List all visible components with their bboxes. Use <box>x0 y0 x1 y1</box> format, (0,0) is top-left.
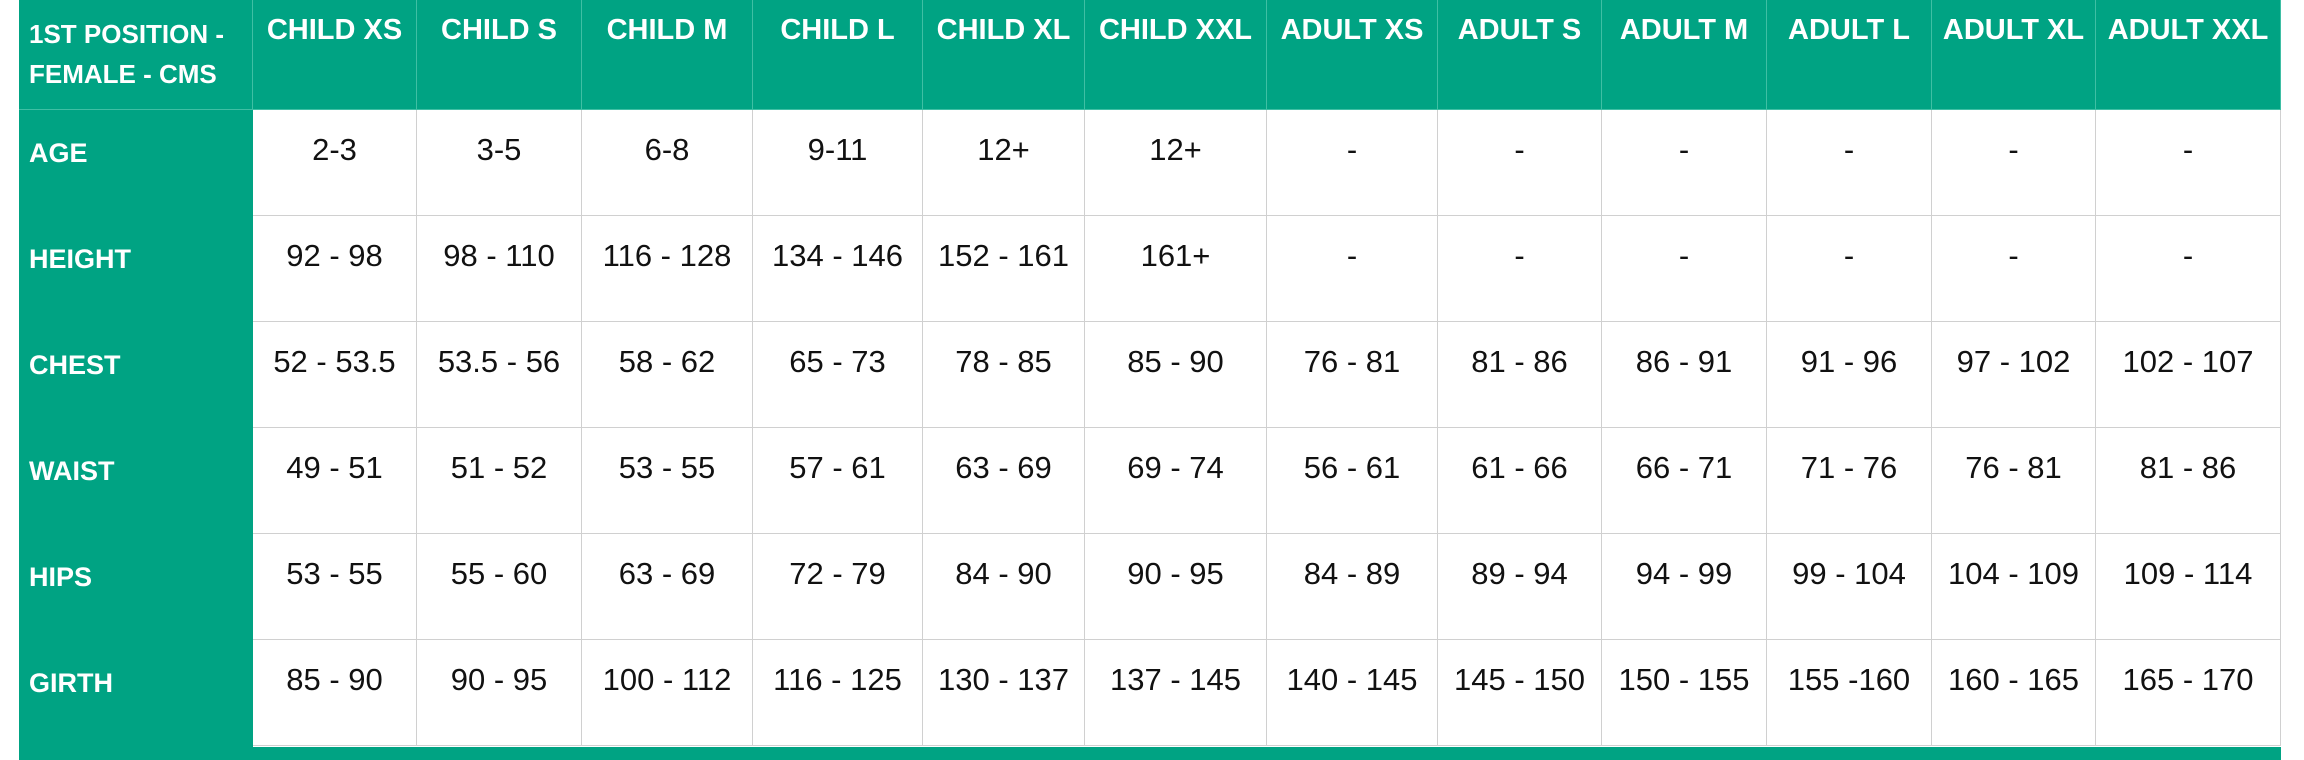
table-cell: 63 - 69 <box>582 534 753 640</box>
table-cell: 84 - 90 <box>923 534 1085 640</box>
table-cell: 56 - 61 <box>1267 428 1438 534</box>
table-cell: 61 - 66 <box>1438 428 1602 534</box>
table-cell: 81 - 86 <box>1438 322 1602 428</box>
table-cell: - <box>1932 216 2096 322</box>
row-label: CHEST <box>19 322 253 428</box>
table-cell: 116 - 128 <box>582 216 753 322</box>
column-header: ADULT XL <box>1932 0 2096 110</box>
table-cell: 155 -160 <box>1767 640 1932 746</box>
table-cell: 92 - 98 <box>253 216 417 322</box>
table-cell: 78 - 85 <box>923 322 1085 428</box>
table-cell: 49 - 51 <box>253 428 417 534</box>
table-cell: 58 - 62 <box>582 322 753 428</box>
table-cell: 84 - 89 <box>1267 534 1438 640</box>
table-cell: 69 - 74 <box>1085 428 1267 534</box>
table-cell: 52 - 53.5 <box>253 322 417 428</box>
table-cell: 12+ <box>923 110 1085 216</box>
table-cell: 137 - 145 <box>1085 640 1267 746</box>
table-cell: 152 - 161 <box>923 216 1085 322</box>
table-cell: 81 - 86 <box>2096 428 2281 534</box>
column-header: ADULT S <box>1438 0 1602 110</box>
table-cell: 102 - 107 <box>2096 322 2281 428</box>
table-cell: 66 - 71 <box>1602 428 1767 534</box>
table-cell: - <box>1767 216 1932 322</box>
table-cell: - <box>1932 110 2096 216</box>
row-label: WAIST <box>19 428 253 534</box>
table-cell: 91 - 96 <box>1767 322 1932 428</box>
size-chart: 1ST POSITION - FEMALE - CMS CHILD XS CHILD… <box>19 0 2281 760</box>
row-label: HIPS <box>19 534 253 640</box>
table-cell: 104 - 109 <box>1932 534 2096 640</box>
table-cell: 94 - 99 <box>1602 534 1767 640</box>
table-cell: 76 - 81 <box>1932 428 2096 534</box>
size-table: 1ST POSITION - FEMALE - CMS CHILD XS CHILD… <box>19 0 2281 746</box>
table-cell: 76 - 81 <box>1267 322 1438 428</box>
table-cell: 116 - 125 <box>753 640 923 746</box>
table-cell: - <box>1602 110 1767 216</box>
table-cell: 86 - 91 <box>1602 322 1767 428</box>
column-header: ADULT XS <box>1267 0 1438 110</box>
table-cell: - <box>1267 216 1438 322</box>
table-cell: 55 - 60 <box>417 534 582 640</box>
table-cell: - <box>1767 110 1932 216</box>
table-cell: 65 - 73 <box>753 322 923 428</box>
table-cell: 145 - 150 <box>1438 640 1602 746</box>
table-cell: 165 - 170 <box>2096 640 2281 746</box>
column-header: ADULT M <box>1602 0 1767 110</box>
column-header: CHILD M <box>582 0 753 110</box>
table-cell: 98 - 110 <box>417 216 582 322</box>
table-cell: 150 - 155 <box>1602 640 1767 746</box>
row-label: HEIGHT <box>19 216 253 322</box>
column-header: ADULT XXL <box>2096 0 2281 110</box>
table-cell: 134 - 146 <box>753 216 923 322</box>
column-header: CHILD XXL <box>1085 0 1267 110</box>
footer-band <box>19 747 2281 760</box>
column-header: CHILD S <box>417 0 582 110</box>
table-cell: 85 - 90 <box>253 640 417 746</box>
table-cell: 51 - 52 <box>417 428 582 534</box>
table-cell: 71 - 76 <box>1767 428 1932 534</box>
table-cell: - <box>1267 110 1438 216</box>
table-cell: 53 - 55 <box>582 428 753 534</box>
corner-header: 1ST POSITION - FEMALE - CMS <box>19 0 253 110</box>
table-cell: - <box>1438 110 1602 216</box>
table-cell: 130 - 137 <box>923 640 1085 746</box>
table-cell: 85 - 90 <box>1085 322 1267 428</box>
table-cell: 100 - 112 <box>582 640 753 746</box>
table-cell: 3-5 <box>417 110 582 216</box>
column-header: CHILD XS <box>253 0 417 110</box>
table-cell: 6-8 <box>582 110 753 216</box>
table-cell: 90 - 95 <box>1085 534 1267 640</box>
table-cell: 161+ <box>1085 216 1267 322</box>
table-cell: 109 - 114 <box>2096 534 2281 640</box>
table-cell: 89 - 94 <box>1438 534 1602 640</box>
table-cell: 53 - 55 <box>253 534 417 640</box>
column-header: ADULT L <box>1767 0 1932 110</box>
table-cell: - <box>2096 216 2281 322</box>
table-cell: - <box>2096 110 2281 216</box>
table-cell: 72 - 79 <box>753 534 923 640</box>
table-cell: 12+ <box>1085 110 1267 216</box>
table-cell: 53.5 - 56 <box>417 322 582 428</box>
table-cell: 90 - 95 <box>417 640 582 746</box>
table-cell: 57 - 61 <box>753 428 923 534</box>
table-cell: 97 - 102 <box>1932 322 2096 428</box>
table-cell: - <box>1438 216 1602 322</box>
table-cell: 160 - 165 <box>1932 640 2096 746</box>
row-label: GIRTH <box>19 640 253 746</box>
table-cell: 99 - 104 <box>1767 534 1932 640</box>
column-header: CHILD XL <box>923 0 1085 110</box>
table-cell: 140 - 145 <box>1267 640 1438 746</box>
table-cell: 9-11 <box>753 110 923 216</box>
table-cell: 63 - 69 <box>923 428 1085 534</box>
row-label: AGE <box>19 110 253 216</box>
table-cell: 2-3 <box>253 110 417 216</box>
column-header: CHILD L <box>753 0 923 110</box>
table-cell: - <box>1602 216 1767 322</box>
